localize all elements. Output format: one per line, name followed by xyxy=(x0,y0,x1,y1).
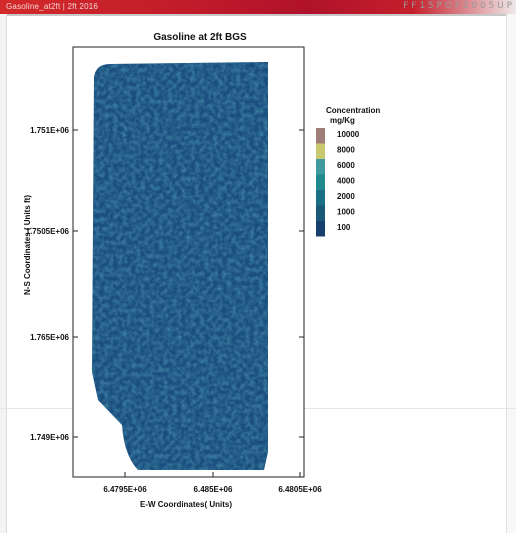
window-frame-right xyxy=(506,14,516,533)
y-tick-label: 1.749E+06 xyxy=(30,433,69,442)
color-legend: Concentration mg/Kg 10000 8000 6000 4000 200… xyxy=(316,106,380,237)
legend-swatch xyxy=(316,143,325,159)
y-tick-label: 1.765E+06 xyxy=(30,333,69,342)
legend-label: 100 xyxy=(337,223,351,232)
legend-labels: 10000 8000 6000 4000 2000 1000 100 xyxy=(337,130,360,232)
legend-label: 4000 xyxy=(337,177,355,186)
legend-label: 2000 xyxy=(337,192,355,201)
legend-swatch xyxy=(316,205,325,221)
legend-label: 8000 xyxy=(337,146,355,155)
y-axis-label: N-S Coordinates ( Units ft) xyxy=(23,195,32,295)
window-frame-left xyxy=(0,14,7,533)
legend-swatch xyxy=(316,221,325,237)
legend-swatches xyxy=(316,128,325,237)
legend-label: 6000 xyxy=(337,161,355,170)
x-axis-ticks: 6.4795E+06 6.485E+06 6.4805E+06 xyxy=(103,472,322,494)
x-tick-label: 6.4805E+06 xyxy=(278,485,322,494)
chart-title: Gasoline at 2ft BGS xyxy=(153,32,247,43)
legend-unit: mg/Kg xyxy=(330,116,355,125)
x-axis-label: E-W Coordinates( Units) xyxy=(140,500,232,509)
x-tick-label: 6.485E+06 xyxy=(194,485,233,494)
concentration-field xyxy=(92,62,268,470)
legend-label: 1000 xyxy=(337,208,355,217)
legend-label: 10000 xyxy=(337,130,360,139)
window-caption: Gasoline_at2ft | 2ft 2016 xyxy=(6,2,99,11)
legend-swatch xyxy=(316,159,325,175)
window-titlebar: Gasoline_at2ft | 2ft 2016 F F 1 5 P O F … xyxy=(0,0,516,14)
window-frame-top xyxy=(0,14,516,16)
legend-swatch xyxy=(316,128,325,144)
y-tick-label: 1.751E+06 xyxy=(30,126,69,135)
legend-swatch xyxy=(316,174,325,190)
field-texture xyxy=(92,62,268,470)
legend-title: Concentration xyxy=(326,106,380,115)
y-axis-ticks: 1.751E+06 1.7505E+06 1.765E+06 1.749E+06 xyxy=(26,126,304,442)
legend-swatch xyxy=(316,190,325,206)
window-stamp: F F 1 5 P O F 2 0 0 5 U P xyxy=(403,1,512,11)
x-tick-label: 6.4795E+06 xyxy=(103,485,147,494)
y-tick-label: 1.7505E+06 xyxy=(26,227,70,236)
